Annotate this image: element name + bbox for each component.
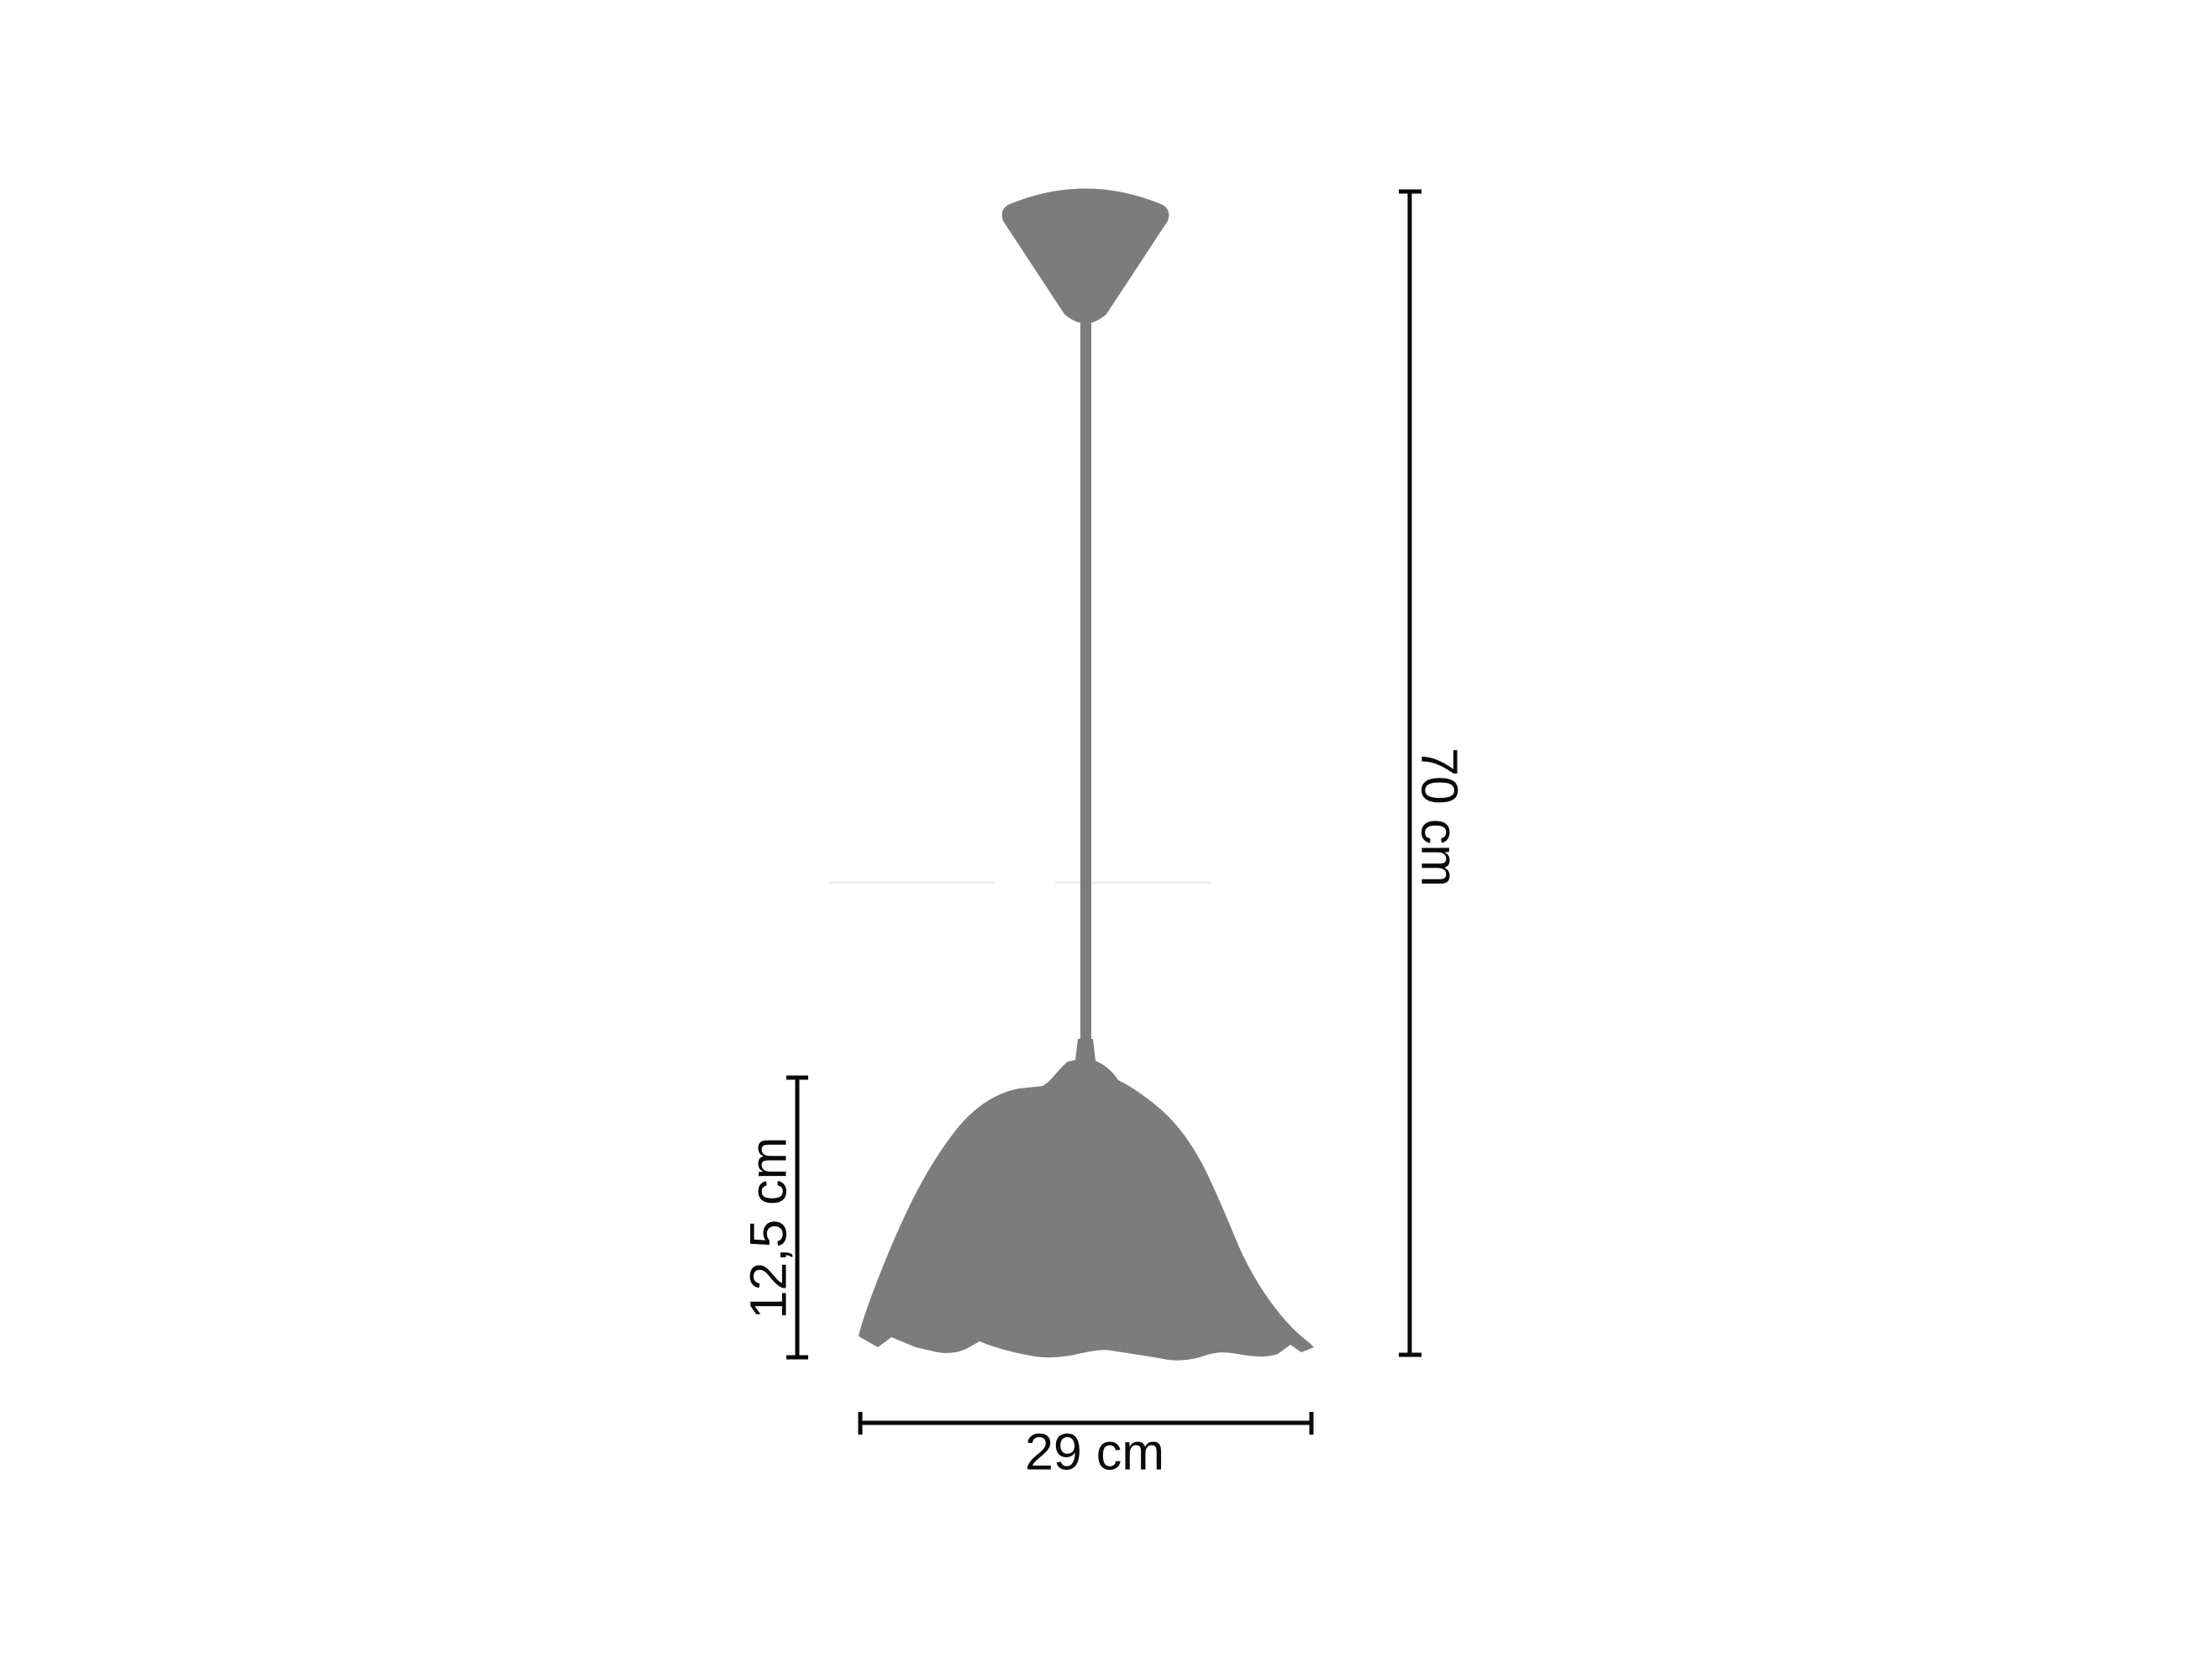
lamp-silhouette [859, 188, 1314, 1361]
shade-width-label: 29 cm [1024, 1423, 1165, 1481]
overall-height-dimension [1399, 189, 1421, 1357]
shade-height-label: 12,5 cm [739, 1136, 797, 1320]
lamp-canopy-icon [1001, 188, 1169, 323]
lamp-cord-icon [1080, 319, 1091, 1041]
lamp-shade-icon [859, 1039, 1314, 1361]
shade-height-dimension [786, 1075, 808, 1360]
shade-width-dimension [858, 1412, 1314, 1435]
overall-height-label: 70 cm [1411, 747, 1469, 888]
